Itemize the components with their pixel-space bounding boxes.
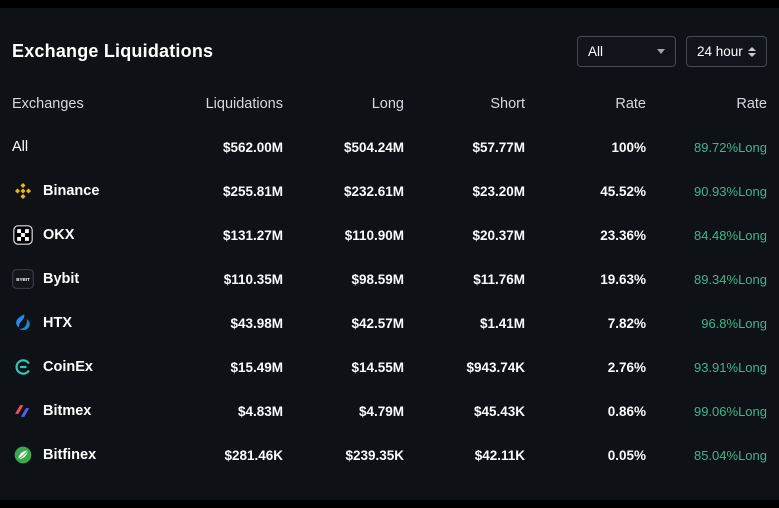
liquidations-value: $110.35M bbox=[223, 271, 283, 287]
coinex-icon bbox=[12, 357, 34, 377]
exchange-cell: Bitmex bbox=[12, 401, 162, 421]
column-header-long: Long bbox=[371, 96, 404, 112]
exchange-cell: All bbox=[12, 139, 162, 155]
long-rate-value: 90.93%Long bbox=[693, 183, 767, 199]
column-header-rate-long: Rate bbox=[736, 96, 767, 112]
bybit-icon: BYBIT bbox=[12, 269, 34, 289]
binance-icon bbox=[12, 181, 34, 201]
page-title: Exchange Liquidations bbox=[12, 41, 214, 61]
exchange-name: Bitmex bbox=[43, 403, 92, 419]
liquidations-value: $4.83M bbox=[237, 403, 283, 419]
rate-value: 7.82% bbox=[607, 315, 646, 331]
short-value: $23.20M bbox=[472, 183, 525, 199]
column-header-liquidations: Liquidations bbox=[205, 96, 283, 112]
exchange-cell: OKX bbox=[12, 225, 162, 245]
long-rate-value: 89.34%Long bbox=[693, 271, 767, 287]
table-body: All $562.00M $504.24M $57.77M 100% 89.72%Long… bbox=[12, 125, 767, 477]
long-value: $232.61M bbox=[343, 183, 404, 199]
rate-value: 19.63% bbox=[600, 271, 646, 287]
long-rate-value: 84.48%Long bbox=[693, 227, 767, 243]
exchange-name: Bitfinex bbox=[43, 447, 97, 463]
table-row[interactable]: BYBIT Bybit $110.35M $98.59M $11.76M 19.63% 89… bbox=[12, 257, 767, 301]
table-header-row: Exchanges Liquidations Long Short Rate Rate bbox=[12, 83, 767, 125]
okx-icon bbox=[12, 225, 34, 245]
exchange-cell: Bitfinex bbox=[12, 445, 162, 465]
bitmex-icon bbox=[12, 401, 34, 421]
timeframe-value: 24 hour bbox=[697, 44, 743, 59]
long-value: $14.55M bbox=[351, 359, 404, 375]
short-value: $45.43K bbox=[473, 403, 525, 419]
liquidations-value: $15.49M bbox=[230, 359, 283, 375]
long-value: $504.24M bbox=[343, 139, 404, 155]
table-row[interactable]: HTX $43.98M $42.57M $1.41M 7.82% 96.8%Long bbox=[12, 301, 767, 345]
table-row[interactable]: Bitfinex $281.46K $239.35K $42.11K 0.05% 85.0… bbox=[12, 433, 767, 477]
exchange-name: CoinEx bbox=[43, 359, 93, 375]
filter-controls: All 24 hour bbox=[577, 36, 767, 67]
exchange-cell: BYBIT Bybit bbox=[12, 269, 162, 289]
long-rate-value: 85.04%Long bbox=[693, 447, 767, 463]
rate-value: 0.05% bbox=[607, 447, 646, 463]
liquidations-value: $43.98M bbox=[230, 315, 283, 331]
exchange-cell: CoinEx bbox=[12, 357, 162, 377]
svg-text:BYBIT: BYBIT bbox=[16, 277, 30, 282]
exchange-filter-value: All bbox=[588, 44, 604, 59]
liquidations-value: $255.81M bbox=[222, 183, 283, 199]
rate-value: 45.52% bbox=[600, 183, 646, 199]
long-rate-value: 89.72%Long bbox=[693, 139, 767, 155]
chevron-down-icon bbox=[657, 49, 665, 54]
column-header-rate: Rate bbox=[615, 96, 646, 112]
bitfinex-icon bbox=[12, 445, 34, 465]
exchange-cell: HTX bbox=[12, 313, 162, 333]
exchange-filter-dropdown[interactable]: All bbox=[577, 36, 676, 67]
table-row[interactable]: Bitmex $4.83M $4.79M $45.43K 0.86% 99.06%Long bbox=[12, 389, 767, 433]
exchange-liquidations-panel: Exchange Liquidations All 24 hour Exchan… bbox=[0, 8, 779, 500]
htx-icon bbox=[12, 313, 34, 333]
short-value: $42.11K bbox=[474, 447, 525, 463]
long-value: $42.57M bbox=[351, 315, 404, 331]
short-value: $1.41M bbox=[479, 315, 525, 331]
long-value: $239.35K bbox=[345, 447, 404, 463]
short-value: $943.74K bbox=[466, 359, 525, 375]
column-header-short: Short bbox=[490, 96, 525, 112]
exchange-name: Binance bbox=[43, 183, 100, 199]
exchange-name: OKX bbox=[43, 227, 75, 243]
table-row[interactable]: CoinEx $15.49M $14.55M $943.74K 2.76% 93.91%L… bbox=[12, 345, 767, 389]
liquidations-value: $281.46K bbox=[224, 447, 283, 463]
panel-header: Exchange Liquidations All 24 hour bbox=[12, 8, 767, 67]
long-rate-value: 96.8%Long bbox=[701, 315, 767, 331]
column-header-exchanges: Exchanges bbox=[12, 96, 84, 112]
rate-value: 0.86% bbox=[607, 403, 646, 419]
bottom-bar bbox=[0, 500, 779, 508]
liquidations-value: $562.00M bbox=[222, 139, 283, 155]
table-row[interactable]: OKX $131.27M $110.90M $20.37M 23.36% 84.48%Lo… bbox=[12, 213, 767, 257]
rate-value: 2.76% bbox=[607, 359, 646, 375]
long-rate-value: 99.06%Long bbox=[693, 403, 767, 419]
table-row[interactable]: All $562.00M $504.24M $57.77M 100% 89.72%Long bbox=[12, 125, 767, 169]
liquidations-value: $131.27M bbox=[222, 227, 283, 243]
short-value: $11.76M bbox=[473, 271, 525, 287]
rate-value: 23.36% bbox=[600, 227, 646, 243]
exchange-name: Bybit bbox=[43, 271, 80, 287]
short-value: $20.37M bbox=[472, 227, 525, 243]
long-value: $110.90M bbox=[344, 227, 404, 243]
exchange-cell: Binance bbox=[12, 181, 162, 201]
table-row[interactable]: Binance $255.81M $232.61M $23.20M 45.52% 90.9… bbox=[12, 169, 767, 213]
exchange-name: HTX bbox=[43, 315, 72, 331]
rate-value: 100% bbox=[611, 139, 646, 155]
short-value: $57.77M bbox=[472, 139, 525, 155]
exchange-name: All bbox=[12, 139, 29, 155]
long-rate-value: 93.91%Long bbox=[693, 359, 767, 375]
long-value: $98.59M bbox=[351, 271, 404, 287]
top-bar bbox=[0, 0, 779, 8]
long-value: $4.79M bbox=[358, 403, 404, 419]
timeframe-dropdown[interactable]: 24 hour bbox=[686, 36, 767, 67]
updown-spinner-icon bbox=[748, 46, 756, 57]
